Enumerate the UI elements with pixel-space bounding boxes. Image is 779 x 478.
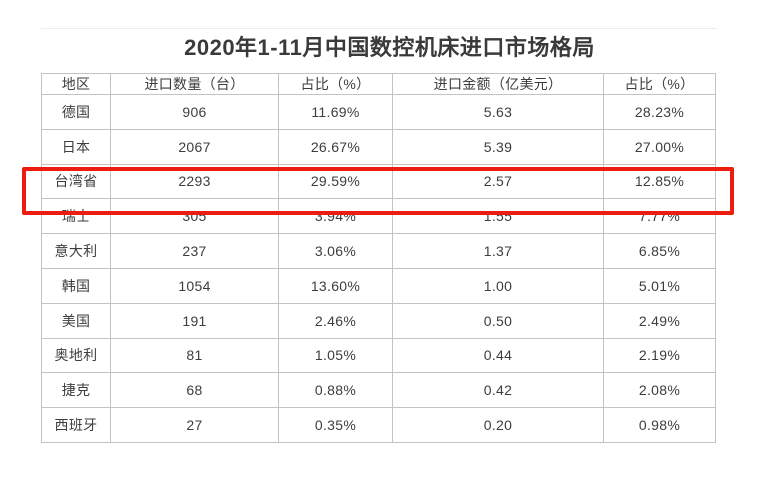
cell-region: 奥地利 xyxy=(41,337,111,374)
table-row: 意大利 237 3.06% 1.37 6.85% xyxy=(41,233,716,269)
cell-amount-pct: 2.08% xyxy=(603,372,716,409)
cell-amount-pct: 2.19% xyxy=(603,337,716,374)
cell-amount: 1.55 xyxy=(392,198,604,235)
table-row: 奥地利 81 1.05% 0.44 2.19% xyxy=(41,337,716,374)
cell-amount-pct: 12.85% xyxy=(603,163,716,200)
column-header-qty-pct: 占比（%） xyxy=(278,73,393,95)
cell-amount-pct: 28.23% xyxy=(603,94,716,130)
table-row: 韩国 1054 13.60% 1.00 5.01% xyxy=(41,267,716,304)
cell-qty: 2067 xyxy=(110,128,279,165)
cell-amount: 0.20 xyxy=(392,407,604,443)
cell-qty-pct: 29.59% xyxy=(278,163,393,200)
cell-amount: 0.42 xyxy=(392,372,604,409)
cell-qty: 906 xyxy=(110,94,279,130)
cell-amount: 1.37 xyxy=(392,233,604,269)
cell-qty: 191 xyxy=(110,302,279,339)
cell-amount: 5.63 xyxy=(392,94,604,130)
cell-qty-pct: 3.94% xyxy=(278,198,393,235)
column-header-region: 地区 xyxy=(41,73,111,95)
cell-region: 捷克 xyxy=(41,372,111,409)
table-row: 美国 191 2.46% 0.50 2.49% xyxy=(41,302,716,339)
table-row: 瑞士 305 3.94% 1.55 7.77% xyxy=(41,198,716,235)
table-row-highlighted: 台湾省 2293 29.59% 2.57 12.85% xyxy=(41,163,716,200)
cell-qty: 27 xyxy=(110,407,279,443)
cell-region: 西班牙 xyxy=(41,407,111,443)
cell-qty-pct: 11.69% xyxy=(278,94,393,130)
column-header-amount: 进口金额（亿美元） xyxy=(392,73,604,95)
cell-amount-pct: 5.01% xyxy=(603,267,716,304)
import-market-table: 地区 进口数量（台） 占比（%） 进口金额（亿美元） 占比（%） 德国 906 … xyxy=(41,73,716,443)
cell-qty: 305 xyxy=(110,198,279,235)
cell-qty-pct: 3.06% xyxy=(278,233,393,269)
table-row: 日本 2067 26.67% 5.39 27.00% xyxy=(41,128,716,165)
cell-amount: 0.50 xyxy=(392,302,604,339)
table-header-row: 地区 进口数量（台） 占比（%） 进口金额（亿美元） 占比（%） xyxy=(41,73,716,95)
page-title: 2020年1-11月中国数控机床进口市场格局 xyxy=(184,35,595,60)
cell-region: 日本 xyxy=(41,128,111,165)
cell-qty: 2293 xyxy=(110,163,279,200)
cell-qty-pct: 0.88% xyxy=(278,372,393,409)
cell-amount-pct: 0.98% xyxy=(603,407,716,443)
cell-region: 德国 xyxy=(41,94,111,130)
table-row: 西班牙 27 0.35% 0.20 0.98% xyxy=(41,407,716,443)
cell-qty: 68 xyxy=(110,372,279,409)
cell-region: 韩国 xyxy=(41,267,111,304)
cell-amount: 1.00 xyxy=(392,267,604,304)
cell-region: 美国 xyxy=(41,302,111,339)
cell-qty-pct: 13.60% xyxy=(278,267,393,304)
cell-qty: 237 xyxy=(110,233,279,269)
cell-amount: 0.44 xyxy=(392,337,604,374)
top-divider xyxy=(41,28,717,29)
table-row: 捷克 68 0.88% 0.42 2.08% xyxy=(41,372,716,409)
cell-amount-pct: 6.85% xyxy=(603,233,716,269)
cell-amount: 5.39 xyxy=(392,128,604,165)
table-row: 德国 906 11.69% 5.63 28.23% xyxy=(41,94,716,130)
cell-region: 瑞士 xyxy=(41,198,111,235)
cell-qty-pct: 1.05% xyxy=(278,337,393,374)
cell-amount: 2.57 xyxy=(392,163,604,200)
cell-qty-pct: 0.35% xyxy=(278,407,393,443)
cell-region: 台湾省 xyxy=(41,163,111,200)
cell-qty: 81 xyxy=(110,337,279,374)
cell-qty-pct: 2.46% xyxy=(278,302,393,339)
column-header-amount-pct: 占比（%） xyxy=(603,73,716,95)
cell-amount-pct: 27.00% xyxy=(603,128,716,165)
cell-region: 意大利 xyxy=(41,233,111,269)
cell-qty-pct: 26.67% xyxy=(278,128,393,165)
cell-amount-pct: 7.77% xyxy=(603,198,716,235)
column-header-qty: 进口数量（台） xyxy=(110,73,279,95)
cell-qty: 1054 xyxy=(110,267,279,304)
cell-amount-pct: 2.49% xyxy=(603,302,716,339)
